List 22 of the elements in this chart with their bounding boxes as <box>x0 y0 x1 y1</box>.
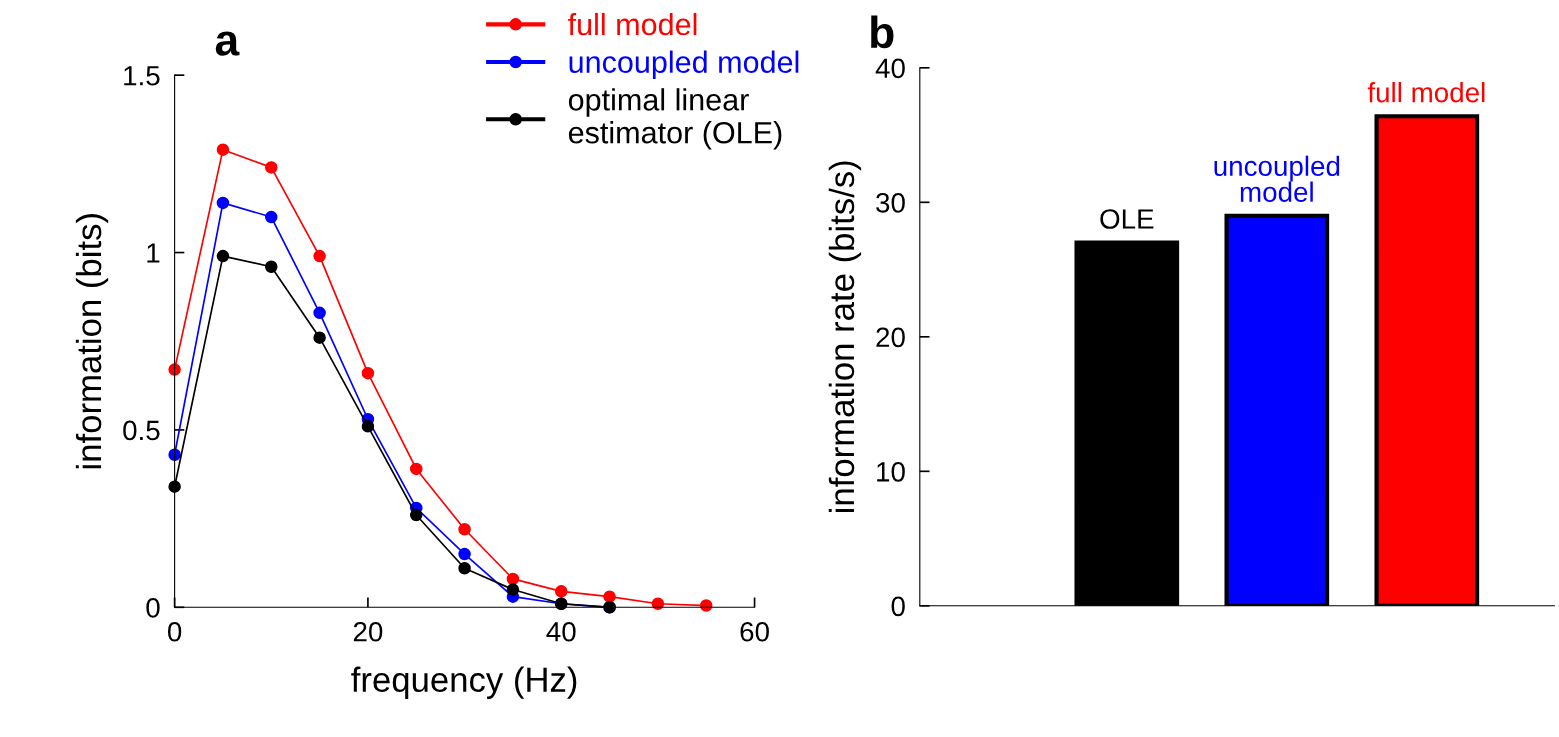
x-tick-label: 0 <box>167 621 182 642</box>
y-tick-label: 1.5 <box>124 66 160 86</box>
x-tick-label: OLE <box>1100 209 1154 229</box>
y-tick-label: 20 <box>876 327 905 348</box>
chart-title: a <box>215 31 240 56</box>
y-axis-title: information (bits) <box>75 214 109 469</box>
y-tick-label: 0.5 <box>123 420 160 441</box>
x-tick-label: 20 <box>353 621 383 642</box>
y-tick-label: 1 <box>147 243 160 263</box>
y-axis-title: information rate (bits/s) <box>828 161 862 512</box>
y-tick-label: 10 <box>877 461 905 482</box>
chart-title: b <box>871 15 894 49</box>
x-tick-label: 40 <box>546 621 576 642</box>
legend-label: full model <box>568 12 697 36</box>
x-tick-label: 60 <box>740 621 769 642</box>
legend-label: uncoupled model <box>569 50 799 80</box>
y-tick-label: 30 <box>876 192 905 213</box>
y-tick-label: 0 <box>146 597 160 618</box>
legend-label: optimal linear estimator (OLE) <box>568 88 782 150</box>
y-tick-label: 40 <box>875 58 905 79</box>
x-axis-title: frequency (Hz) <box>351 666 577 699</box>
y-tick-label: 0 <box>891 596 905 617</box>
